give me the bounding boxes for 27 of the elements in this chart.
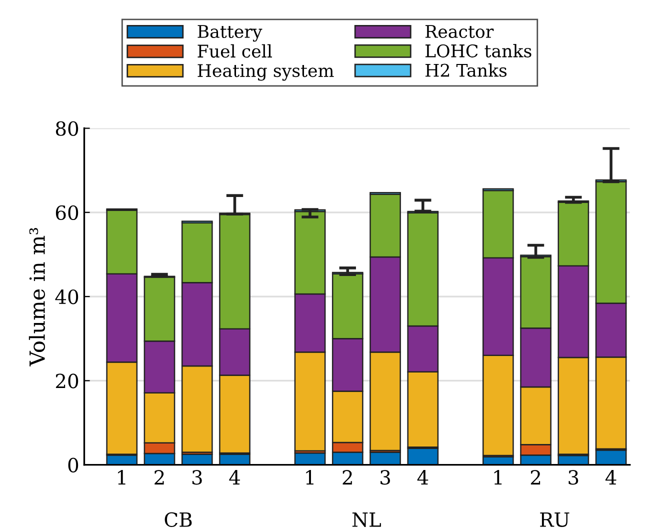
x-tick-label: 3 [192, 470, 202, 485]
x-tick-label: 3 [568, 470, 578, 485]
x-tick-label: 2 [530, 470, 540, 484]
y-tick-label: 20 [56, 374, 78, 388]
text: CB [164, 512, 192, 527]
legend-label: Heating system [198, 64, 334, 81]
x-tick-label: 1 [306, 470, 314, 484]
y-tick-label: 0 [68, 458, 78, 472]
x-tick-label: 4 [417, 470, 428, 484]
x-tick-label: 1 [118, 470, 126, 484]
legend-label: H2 Tanks [425, 63, 507, 77]
y-axis-title: Volume in m³ [28, 228, 46, 366]
x-tick-label: 2 [342, 470, 352, 484]
legend-label: LOHC tanks [425, 44, 532, 58]
text: NL [352, 512, 381, 527]
legend-label: Fuel cell [198, 44, 272, 58]
text: RU [540, 512, 570, 527]
legend-label: Battery [198, 25, 262, 42]
y-tick-label: 80 [56, 121, 78, 136]
x-tick-label: 4 [605, 470, 616, 484]
y-tick-label: 60 [56, 205, 78, 220]
legend-label: Reactor [425, 25, 494, 38]
x-tick-label: 3 [380, 470, 390, 485]
x-tick-label: 4 [229, 470, 240, 484]
y-tick-label: 40 [55, 289, 78, 304]
x-tick-label: 1 [494, 470, 502, 484]
x-tick-label: 2 [154, 470, 164, 484]
